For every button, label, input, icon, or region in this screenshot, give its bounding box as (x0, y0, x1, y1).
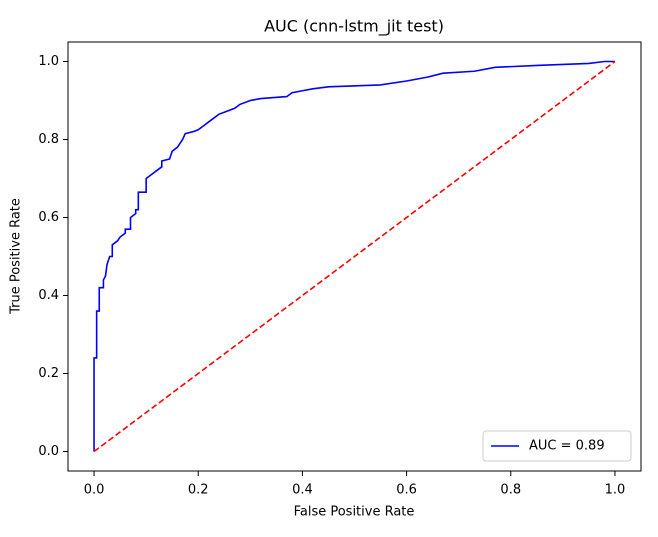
y-tick-label: 0.8 (38, 132, 59, 147)
y-tick-label: 1.0 (38, 54, 59, 69)
y-tick-label: 0.2 (38, 366, 59, 381)
chart-title: AUC (cnn-lstm_jit test) (264, 17, 444, 37)
x-tick-label: 0.6 (396, 483, 417, 498)
series-line (93, 60, 615, 452)
y-tick-label: 0.6 (38, 210, 59, 225)
y-axis-label: True Positive Rate (9, 198, 24, 315)
series-line (93, 60, 616, 453)
y-tick-label: 0.4 (38, 288, 59, 303)
x-tick-label: 0.4 (292, 483, 313, 498)
legend-label: AUC = 0.89 (529, 439, 605, 454)
y-tick-label: 0.0 (38, 444, 59, 459)
x-tick-label: 1.0 (605, 483, 626, 498)
plot-frame (67, 41, 642, 472)
x-tick-label: 0.2 (188, 483, 209, 498)
legend-box (482, 430, 632, 462)
x-axis-label: False Positive Rate (294, 505, 415, 520)
x-tick-label: 0.8 (500, 483, 521, 498)
x-tick-label: 0.0 (84, 483, 105, 498)
